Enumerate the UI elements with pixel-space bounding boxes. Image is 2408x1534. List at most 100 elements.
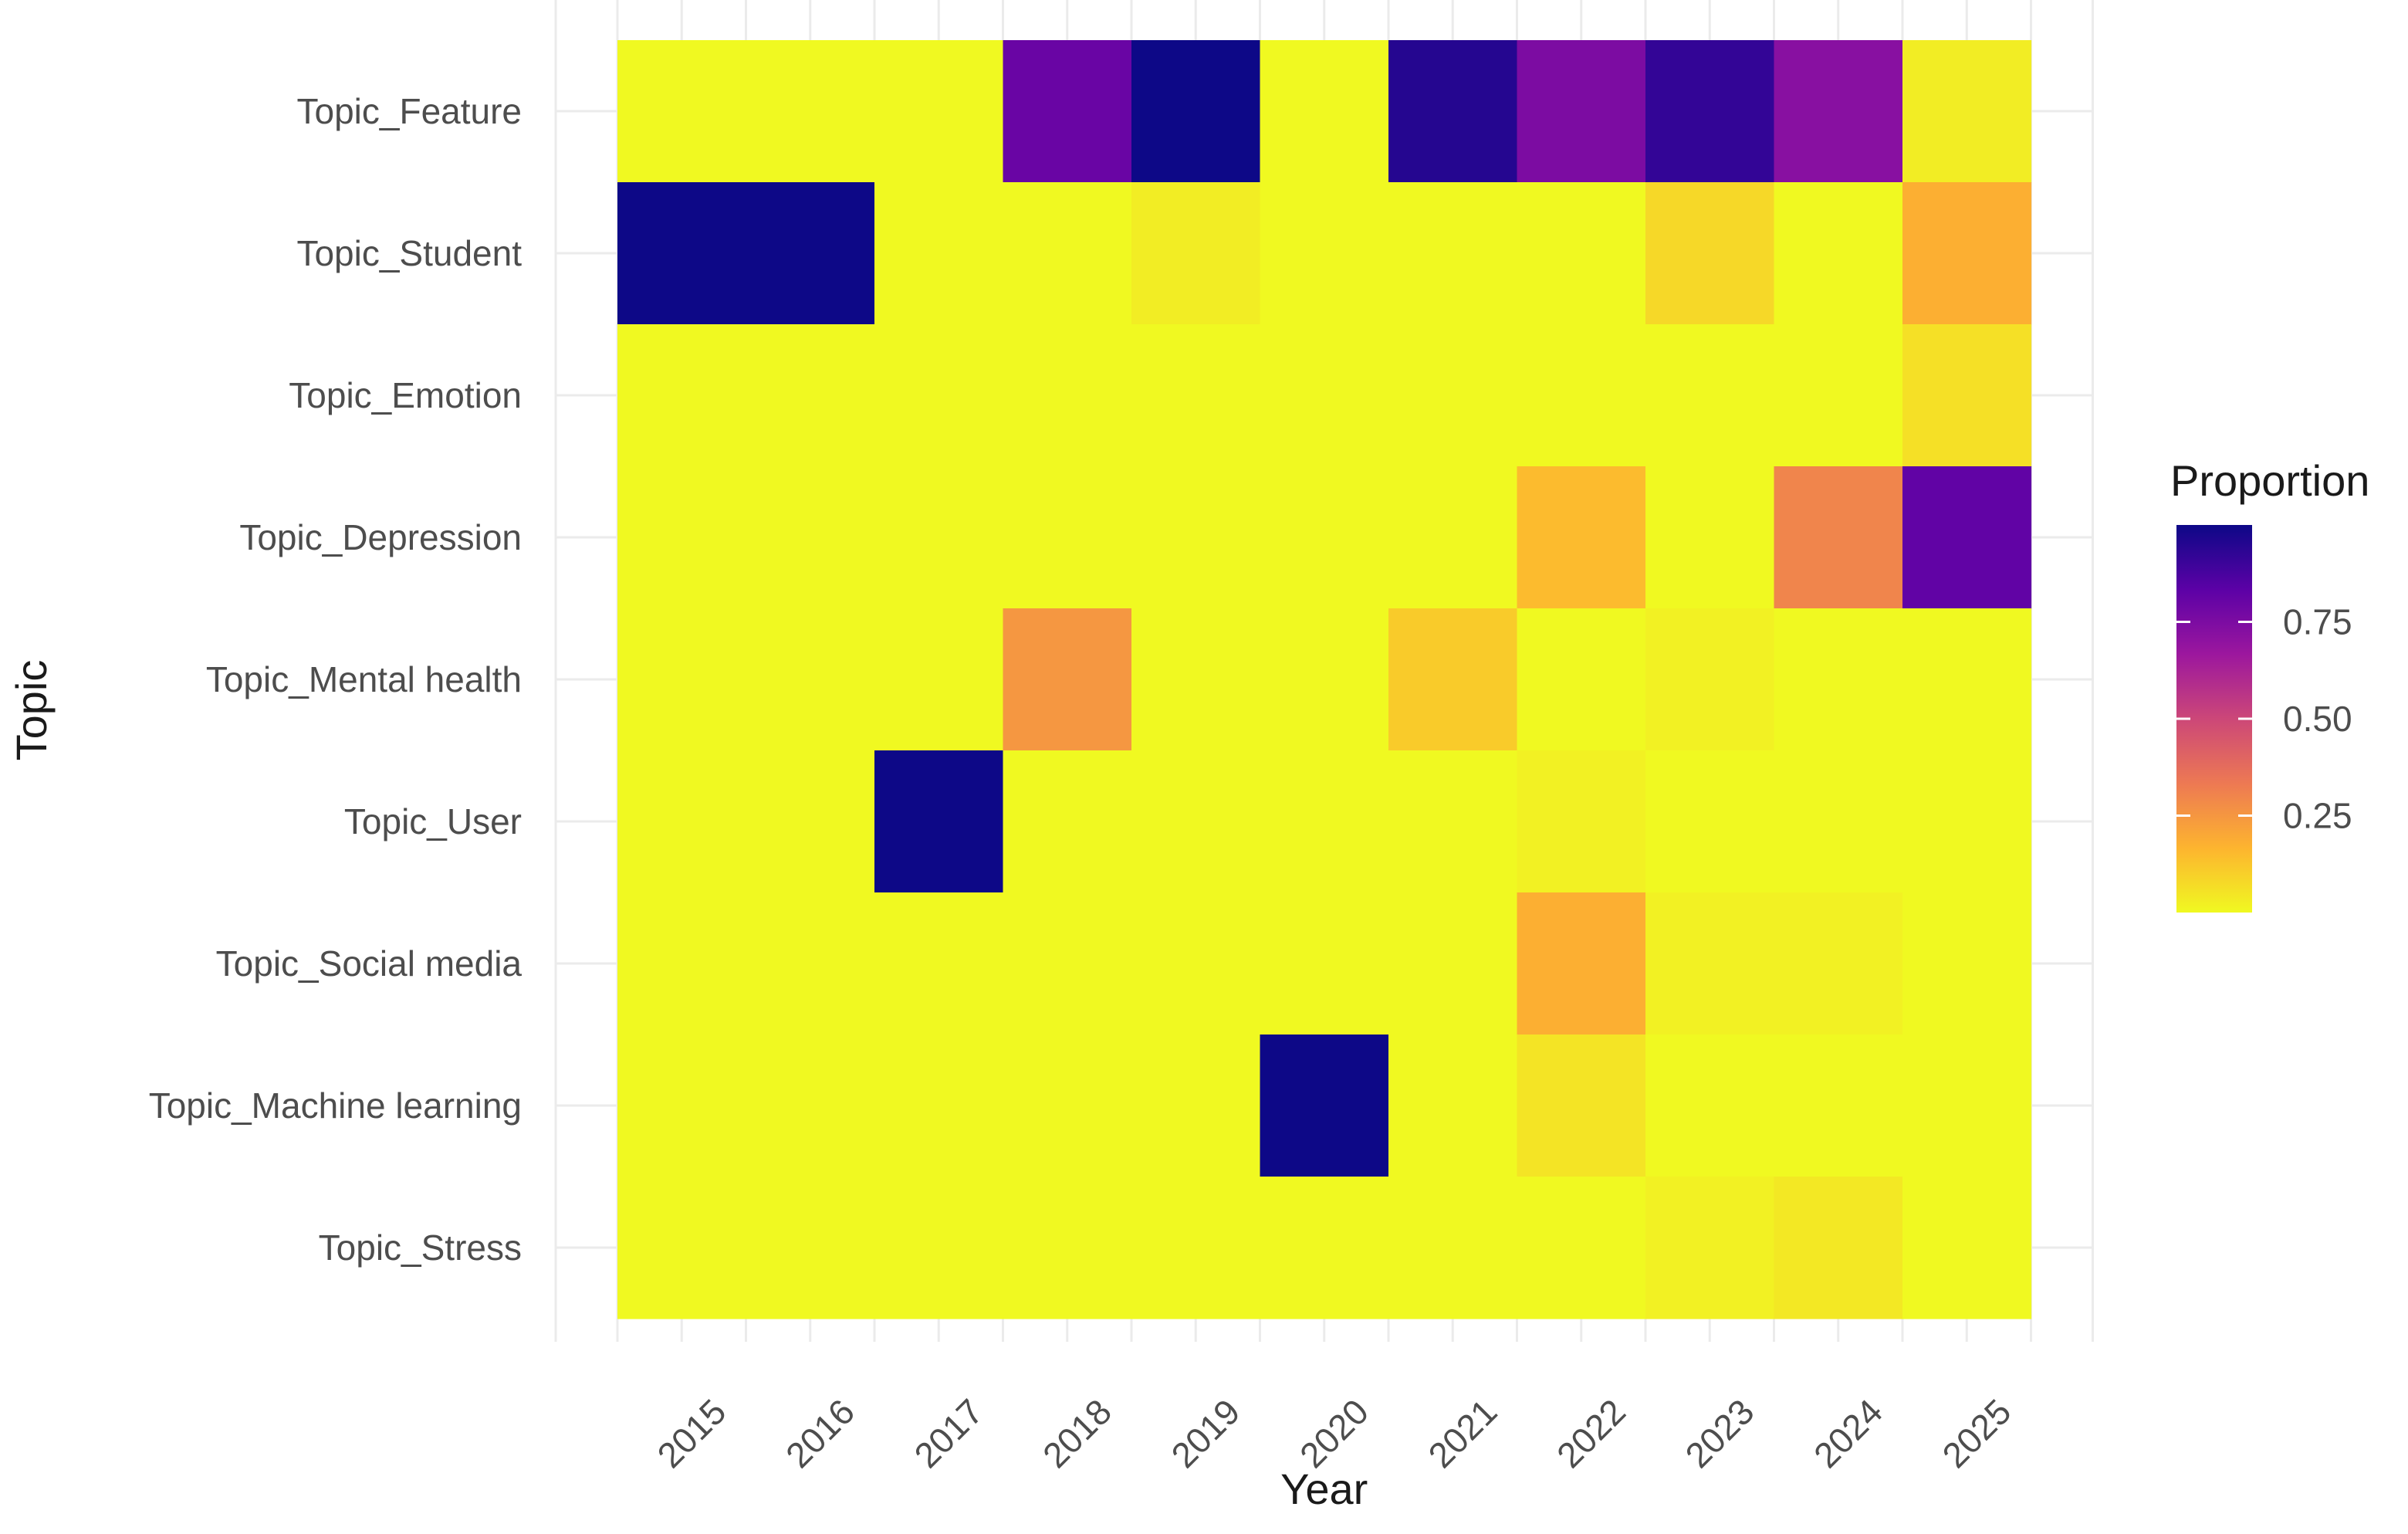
x-tick-label: 2022	[1549, 1391, 1633, 1475]
heatmap-cell	[617, 750, 747, 893]
color-legend: Proportion 0.25 0.50 0.75	[2170, 456, 2369, 913]
heatmap-cell	[746, 1177, 875, 1319]
heatmap-cell	[617, 892, 747, 1035]
heatmap-cell	[746, 466, 875, 609]
heatmap-cell	[1902, 1177, 2032, 1319]
heatmap-cell	[1260, 40, 1389, 183]
heatmap-cell	[1131, 750, 1261, 893]
heatmap-cell	[1003, 608, 1132, 751]
heatmap-cell	[1774, 466, 1903, 609]
heatmap-cell	[874, 40, 1004, 183]
heatmap-cell	[1517, 324, 1646, 467]
y-tick-label: Topic_Mental health	[206, 659, 522, 699]
x-tick-label: 2018	[1035, 1391, 1119, 1475]
heatmap-cell	[1774, 892, 1903, 1035]
heatmap-cell	[1003, 182, 1132, 325]
heatmap-cell	[1517, 1035, 1646, 1177]
heatmap-cell	[1003, 40, 1132, 183]
heatmap-cell	[1517, 750, 1646, 893]
heatmap-cell	[1388, 324, 1518, 467]
heatmap-cell	[1902, 324, 2032, 467]
heatmap-cell	[1388, 1177, 1518, 1319]
heatmap-cell	[1131, 608, 1261, 751]
heatmap-cell	[874, 750, 1004, 893]
heatmap-cell	[1774, 324, 1903, 467]
heatmap-cell	[1131, 40, 1261, 183]
y-tick-labels: Topic_Feature Topic_Student Topic_Emotion T…	[149, 91, 523, 1268]
heatmap-cell	[1388, 182, 1518, 325]
heatmap-cell	[746, 182, 875, 325]
heatmap-cell	[1774, 182, 1903, 325]
heatmap-cell	[1645, 892, 1775, 1035]
heatmap-cell	[874, 608, 1004, 751]
heatmap-cell	[1645, 1177, 1775, 1319]
heatmap-cell	[617, 1035, 747, 1177]
heatmap-cell	[1388, 608, 1518, 751]
x-axis-title: Year	[1280, 1465, 1368, 1513]
heatmap-cell	[617, 324, 747, 467]
x-tick-label: 2023	[1677, 1391, 1761, 1475]
heatmap-cell	[1517, 608, 1646, 751]
heatmap-cell	[874, 1035, 1004, 1177]
heatmap-cell	[746, 40, 875, 183]
x-tick-label: 2021	[1420, 1391, 1504, 1475]
legend-tick-label: 0.25	[2283, 796, 2352, 836]
heatmap-cell	[1645, 324, 1775, 467]
heatmap-cell	[617, 608, 747, 751]
heatmap-cell	[1517, 892, 1646, 1035]
heatmap-cell	[1003, 466, 1132, 609]
x-tick-label: 2019	[1163, 1391, 1247, 1475]
heatmap-cell	[746, 1035, 875, 1177]
heatmap-cell	[1131, 324, 1261, 467]
heatmap-cell	[1003, 1035, 1132, 1177]
heatmap-cell	[1131, 892, 1261, 1035]
heatmap-cell	[1645, 1035, 1775, 1177]
heatmap-cell	[874, 182, 1004, 325]
y-tick-label: Topic_Emotion	[289, 375, 522, 415]
heatmap-cell	[1260, 750, 1389, 893]
heatmap-cell	[1902, 182, 2032, 325]
heatmap-cell	[1774, 1035, 1903, 1177]
heatmap-cell	[1902, 892, 2032, 1035]
heatmap-cell	[1260, 466, 1389, 609]
y-axis-title: Topic	[7, 660, 56, 761]
heatmap-cell	[1774, 40, 1903, 183]
legend-ticks: 0.25 0.50 0.75	[2176, 602, 2352, 836]
heatmap-cell	[617, 1177, 747, 1319]
heatmap-cell	[1131, 466, 1261, 609]
heatmap-cell	[1902, 1035, 2032, 1177]
heatmap-cell	[1003, 324, 1132, 467]
heatmap-cell	[1260, 182, 1389, 325]
y-tick-label: Topic_Social media	[216, 943, 523, 984]
heatmap-cell	[1774, 608, 1903, 751]
heatmap-cell	[1003, 892, 1132, 1035]
heatmap-cell	[1645, 608, 1775, 751]
x-tick-label: 2017	[906, 1391, 990, 1475]
heatmap-cell	[1131, 182, 1261, 325]
heatmap-cells	[617, 40, 2032, 1319]
heatmap-cell	[1902, 466, 2032, 609]
heatmap-cell	[617, 40, 747, 183]
heatmap-cell	[1260, 1035, 1389, 1177]
heatmap-cell	[746, 324, 875, 467]
heatmap-cell	[1388, 892, 1518, 1035]
heatmap-cell	[1003, 750, 1132, 893]
heatmap-cell	[874, 466, 1004, 609]
heatmap-cell	[1388, 466, 1518, 609]
x-tick-label: 2016	[778, 1391, 862, 1475]
heatmap-cell	[1645, 182, 1775, 325]
heatmap-cell	[874, 892, 1004, 1035]
y-tick-label: Topic_Feature	[297, 91, 523, 131]
heatmap-cell	[1902, 750, 2032, 893]
y-tick-label: Topic_Depression	[239, 517, 522, 557]
heatmap-cell	[746, 750, 875, 893]
legend-title: Proportion	[2170, 456, 2369, 505]
heatmap-cell	[1645, 40, 1775, 183]
x-tick-label: 2025	[1934, 1391, 2018, 1475]
heatmap-cell	[1902, 40, 2032, 183]
heatmap-cell	[1645, 750, 1775, 893]
y-tick-label: Topic_Stress	[319, 1228, 522, 1268]
heatmap-cell	[874, 324, 1004, 467]
